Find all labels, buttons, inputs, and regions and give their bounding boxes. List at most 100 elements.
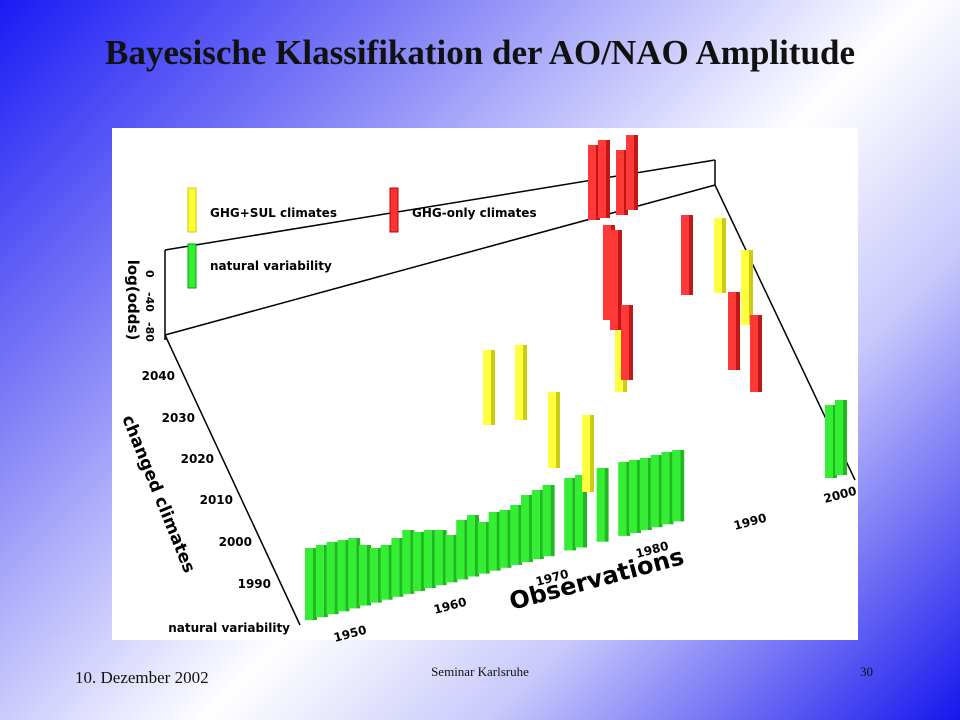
bar-shape: [758, 315, 762, 392]
bar-shape: [518, 505, 523, 565]
bar-shape: [615, 315, 623, 392]
bar-shape: [825, 405, 833, 478]
bar-shape: [604, 468, 609, 542]
bar-shape: [377, 548, 382, 603]
bar-shape: [658, 455, 663, 528]
bar-shape: [621, 305, 629, 380]
bar-shape: [510, 505, 519, 565]
bar-shape: [323, 545, 328, 618]
legend-label: GHG+SUL climates: [210, 206, 337, 220]
bar-shape: [431, 530, 436, 589]
bar-shape: [410, 530, 415, 594]
bar-shape: [572, 478, 577, 551]
bar-shape: [523, 345, 527, 420]
bar-shape: [434, 530, 443, 586]
bar-shape: [369, 548, 378, 603]
bar-shape: [313, 548, 317, 620]
bar-shape: [661, 452, 670, 525]
bar-shape: [669, 452, 674, 525]
bar-shape: [647, 458, 652, 531]
bar-shape: [402, 530, 411, 594]
bar-shape: [626, 462, 631, 536]
slide-title: Bayesische Klassifikation der AO/NAO Amp…: [105, 33, 855, 72]
bar-shape: [835, 400, 843, 475]
y-tick-label: 2000: [219, 535, 252, 549]
bar-shape: [507, 510, 512, 568]
bar-shape: [590, 415, 594, 492]
bar-shape: [542, 485, 551, 557]
bar-shape: [485, 522, 490, 574]
bar-shape: [728, 292, 736, 370]
bar-shape: [391, 538, 400, 597]
bar-shape: [736, 292, 740, 370]
bar-shape: [380, 545, 389, 600]
bar-shape: [749, 250, 753, 325]
bar-shape: [618, 462, 627, 536]
bar-shape: [515, 345, 523, 420]
bar-shape: [639, 458, 648, 531]
bar-shape: [596, 468, 605, 542]
bar-shape: [680, 450, 685, 522]
bar-shape: [348, 538, 357, 609]
bar-shape: [423, 530, 432, 589]
bar-shape: [326, 542, 335, 615]
bar-shape: [388, 545, 393, 600]
footer-center: Seminar Karlsruhe: [431, 664, 529, 679]
bar-shape: [843, 400, 847, 475]
bar-shape: [583, 475, 587, 548]
bar-shape: [582, 415, 590, 492]
bar-shape: [467, 515, 475, 577]
bar-shape: [499, 510, 508, 568]
y-tick-label: natural variability: [168, 621, 290, 635]
z-tick-label: -40: [143, 292, 156, 312]
bar-shape: [606, 140, 610, 218]
bar-shape: [399, 538, 404, 597]
bar-shape: [337, 540, 346, 612]
bar-shape: [334, 542, 339, 615]
bar-shape: [603, 225, 611, 320]
bar-shape: [618, 230, 622, 330]
bar-shape: [477, 522, 486, 574]
y-tick-label: 2010: [200, 493, 233, 507]
bar-shape: [305, 548, 313, 620]
bar-shape: [442, 530, 447, 586]
bar-shape: [689, 215, 693, 295]
z-tick-label: 0: [143, 270, 156, 278]
bar-shape: [356, 538, 361, 609]
legend-label: GHG-only climates: [412, 206, 537, 220]
bar-shape: [531, 490, 540, 560]
bar-shape: [629, 460, 637, 533]
bar-shape: [575, 475, 583, 548]
z-axis-label: log(odds): [124, 260, 142, 341]
bar-shape: [453, 535, 458, 583]
bar-shape: [681, 215, 689, 295]
bar-shape: [445, 535, 454, 583]
bar-shape: [722, 218, 726, 293]
footer-page: 30: [860, 664, 873, 679]
bar-shape: [367, 545, 371, 606]
bar-shape: [491, 350, 495, 425]
bar-shape: [345, 540, 350, 612]
legend-label: natural variability: [210, 259, 332, 273]
bar-shape: [475, 515, 479, 577]
bar-shape: [750, 315, 758, 392]
bar-shape: [421, 532, 425, 591]
bars: [305, 135, 847, 620]
footer-date: 10. Dezember 2002: [75, 668, 209, 687]
bar-shape: [556, 392, 560, 468]
bar-shape: [672, 450, 681, 522]
bar-shape: [588, 145, 596, 220]
bar-shape: [464, 520, 469, 580]
bar-shape: [315, 545, 324, 618]
bar-shape: [626, 135, 634, 210]
bar-shape: [610, 230, 618, 330]
bar-shape: [634, 135, 638, 210]
bar-shape: [637, 460, 641, 533]
bar-shape: [550, 485, 555, 557]
z-tick-label: -80: [143, 322, 156, 342]
bar-shape: [629, 305, 633, 380]
bar-shape: [539, 490, 544, 560]
bar-shape: [456, 520, 465, 580]
